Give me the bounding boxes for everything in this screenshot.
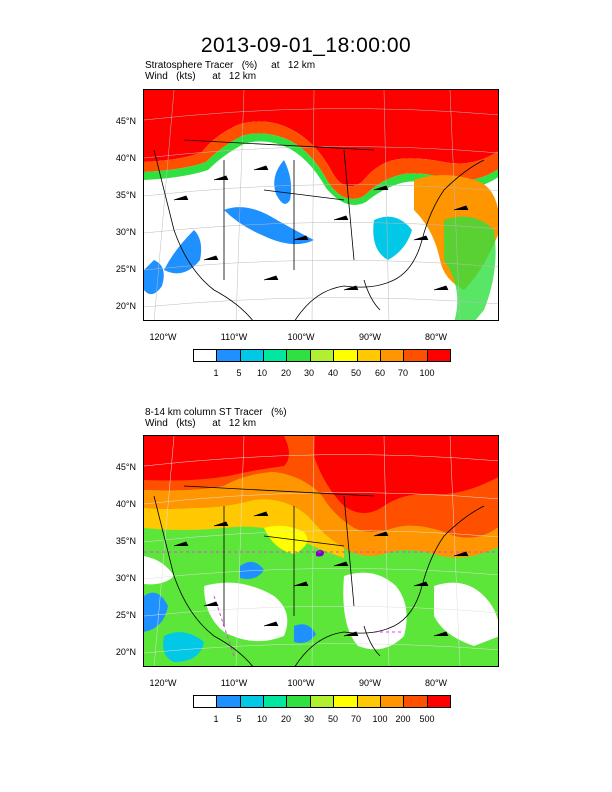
panel2-colorbar-label: 70 bbox=[350, 714, 361, 724]
panel2-map bbox=[143, 435, 499, 667]
colorbar-swatch bbox=[194, 350, 218, 361]
panel2-lat-label: 20°N bbox=[115, 647, 136, 657]
panel2-colorbar-label: 5 bbox=[236, 714, 242, 724]
colorbar-swatch bbox=[240, 350, 265, 361]
panel1-lon-label: 120°W bbox=[149, 332, 177, 342]
panel1-lat-label: 25°N bbox=[115, 264, 136, 274]
panel2-lat-label: 45°N bbox=[115, 462, 136, 472]
panel2-colorbar-label: 50 bbox=[327, 714, 338, 724]
panel1-subtitle-wind: Wind (kts) at 12 km bbox=[145, 71, 257, 82]
panel1-colorbar-label: 10 bbox=[256, 368, 267, 378]
panel2-lon-label: 120°W bbox=[149, 678, 177, 688]
colorbar-swatch bbox=[287, 696, 311, 707]
colorbar-swatch bbox=[427, 350, 450, 361]
panel1-colorbar-label: 100 bbox=[419, 368, 435, 378]
panel2-colorbar-label: 200 bbox=[395, 714, 411, 724]
panel1-lat-label: 35°N bbox=[115, 190, 136, 200]
colorbar-swatch bbox=[380, 696, 405, 707]
colorbar-swatch bbox=[357, 696, 381, 707]
panel1-lon-label: 80°W bbox=[424, 332, 448, 342]
page-title: 2013-09-01_18:00:00 bbox=[200, 34, 412, 57]
panel1-lat-label: 40°N bbox=[115, 153, 136, 163]
panel1-colorbar-label: 50 bbox=[350, 368, 361, 378]
panel1-colorbar-label: 40 bbox=[327, 368, 338, 378]
colorbar-swatch bbox=[427, 696, 450, 707]
panel2-lat-label: 30°N bbox=[115, 573, 136, 583]
colorbar-swatch bbox=[310, 350, 335, 361]
panel1-colorbar-label: 1 bbox=[213, 368, 219, 378]
panel2-colorbar-label: 1 bbox=[213, 714, 219, 724]
panel2-lon-label: 100°W bbox=[287, 678, 315, 688]
panel2-map-svg bbox=[144, 436, 498, 666]
colorbar-swatch bbox=[310, 696, 335, 707]
colorbar-swatch bbox=[264, 696, 288, 707]
panel2-lon-label: 80°W bbox=[424, 678, 448, 688]
panel2-colorbar-label: 100 bbox=[372, 714, 388, 724]
panel1-map bbox=[143, 89, 499, 321]
colorbar-swatch bbox=[334, 696, 358, 707]
panel1-lon-label: 110°W bbox=[220, 332, 248, 342]
panel1-lat-label: 30°N bbox=[115, 227, 136, 237]
panel2-lat-label: 25°N bbox=[115, 610, 136, 620]
colorbar-swatch bbox=[380, 350, 405, 361]
panel2-subtitle-wind: Wind (kts) at 12 km bbox=[145, 418, 257, 429]
panel1-subtitle-tracer: Stratosphere Tracer (%) at 12 km bbox=[145, 60, 316, 71]
colorbar-swatch bbox=[217, 350, 241, 361]
panel2-lat-label: 40°N bbox=[115, 499, 136, 509]
panel1-map-svg bbox=[144, 90, 498, 320]
colorbar-swatch bbox=[194, 696, 218, 707]
panel2-colorbar-label: 30 bbox=[303, 714, 314, 724]
panel1-colorbar-label: 70 bbox=[397, 368, 408, 378]
panel2-colorbar-label: 10 bbox=[256, 714, 267, 724]
panel2-colorbar bbox=[193, 695, 451, 708]
panel1-colorbar-label: 60 bbox=[374, 368, 385, 378]
panel1-lon-label: 90°W bbox=[358, 332, 382, 342]
panel1-lat-label: 20°N bbox=[115, 301, 136, 311]
panel1-colorbar-label: 20 bbox=[280, 368, 291, 378]
panel1-colorbar-label: 30 bbox=[303, 368, 314, 378]
colorbar-swatch bbox=[357, 350, 381, 361]
panel2-lon-label: 90°W bbox=[358, 678, 382, 688]
panel2-lon-label: 110°W bbox=[220, 678, 248, 688]
colorbar-swatch bbox=[287, 350, 311, 361]
panel2-subtitle-tracer: 8-14 km column ST Tracer (%) bbox=[145, 407, 287, 418]
colorbar-swatch bbox=[217, 696, 241, 707]
panel2-lat-label: 35°N bbox=[115, 536, 136, 546]
panel2-colorbar-label: 500 bbox=[419, 714, 435, 724]
panel2-colorbar-label: 20 bbox=[280, 714, 291, 724]
colorbar-swatch bbox=[264, 350, 288, 361]
colorbar-swatch bbox=[334, 350, 358, 361]
colorbar-swatch bbox=[404, 350, 428, 361]
colorbar-swatch bbox=[240, 696, 265, 707]
panel1-colorbar-label: 5 bbox=[236, 368, 242, 378]
panel1-colorbar bbox=[193, 349, 451, 362]
panel1-lat-label: 45°N bbox=[115, 116, 136, 126]
colorbar-swatch bbox=[404, 696, 428, 707]
panel1-lon-label: 100°W bbox=[287, 332, 315, 342]
